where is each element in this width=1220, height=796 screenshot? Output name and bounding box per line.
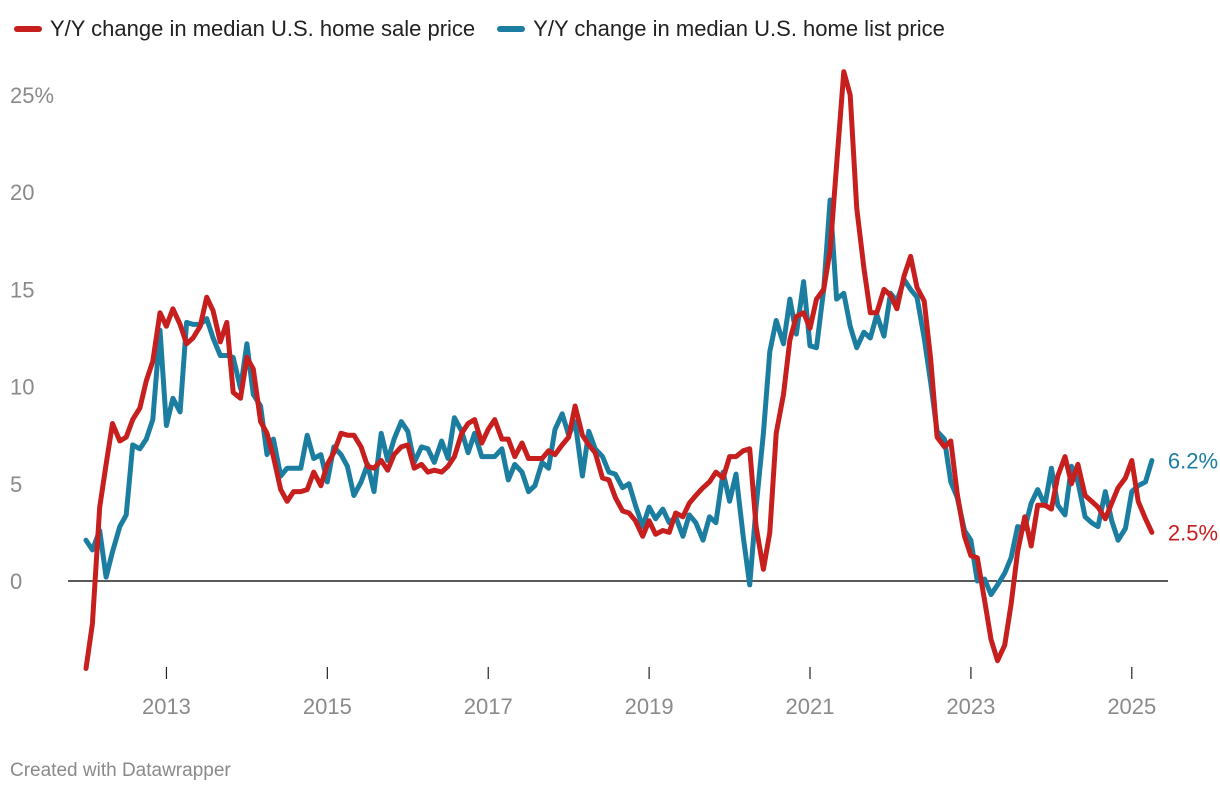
y-tick-label-1: 5 xyxy=(10,472,22,497)
series-line-list[interactable] xyxy=(83,197,1155,598)
y-tick-label-5: 25% xyxy=(10,83,54,108)
legend-item-sale[interactable]: Y/Y change in median U.S. home sale pric… xyxy=(14,16,475,42)
x-tick-label-3: 2019 xyxy=(625,694,674,719)
x-tick-label-6: 2025 xyxy=(1107,694,1156,719)
end-labels: 2.5% 6.2% xyxy=(1168,448,1218,545)
legend-item-list[interactable]: Y/Y change in median U.S. home list pric… xyxy=(497,16,945,42)
legend-swatch-sale xyxy=(14,26,42,32)
x-tick-label-5: 2023 xyxy=(946,694,995,719)
x-tick-label-0: 2013 xyxy=(142,694,191,719)
legend: Y/Y change in median U.S. home sale pric… xyxy=(14,16,945,42)
footer-credit[interactable]: Created with Datawrapper xyxy=(10,760,231,781)
x-axis: 2013 2015 2017 2019 2021 2023 2025 xyxy=(142,667,1156,719)
y-tick-label-0: 0 xyxy=(10,569,22,594)
series-layer xyxy=(83,69,1155,671)
y-tick-label-2: 10 xyxy=(10,375,34,400)
x-tick-label-1: 2015 xyxy=(303,694,352,719)
end-label-list: 6.2% xyxy=(1168,448,1218,473)
x-tick-label-2: 2017 xyxy=(464,694,513,719)
y-tick-label-3: 15 xyxy=(10,277,34,302)
x-tick-label-4: 2021 xyxy=(786,694,835,719)
legend-label-list: Y/Y change in median U.S. home list pric… xyxy=(533,16,945,41)
series-line-sale[interactable] xyxy=(83,69,1155,671)
y-tick-label-4: 20 xyxy=(10,180,34,205)
legend-label-sale: Y/Y change in median U.S. home sale pric… xyxy=(50,16,476,41)
end-label-sale: 2.5% xyxy=(1168,520,1218,545)
legend-swatch-list xyxy=(497,26,526,32)
